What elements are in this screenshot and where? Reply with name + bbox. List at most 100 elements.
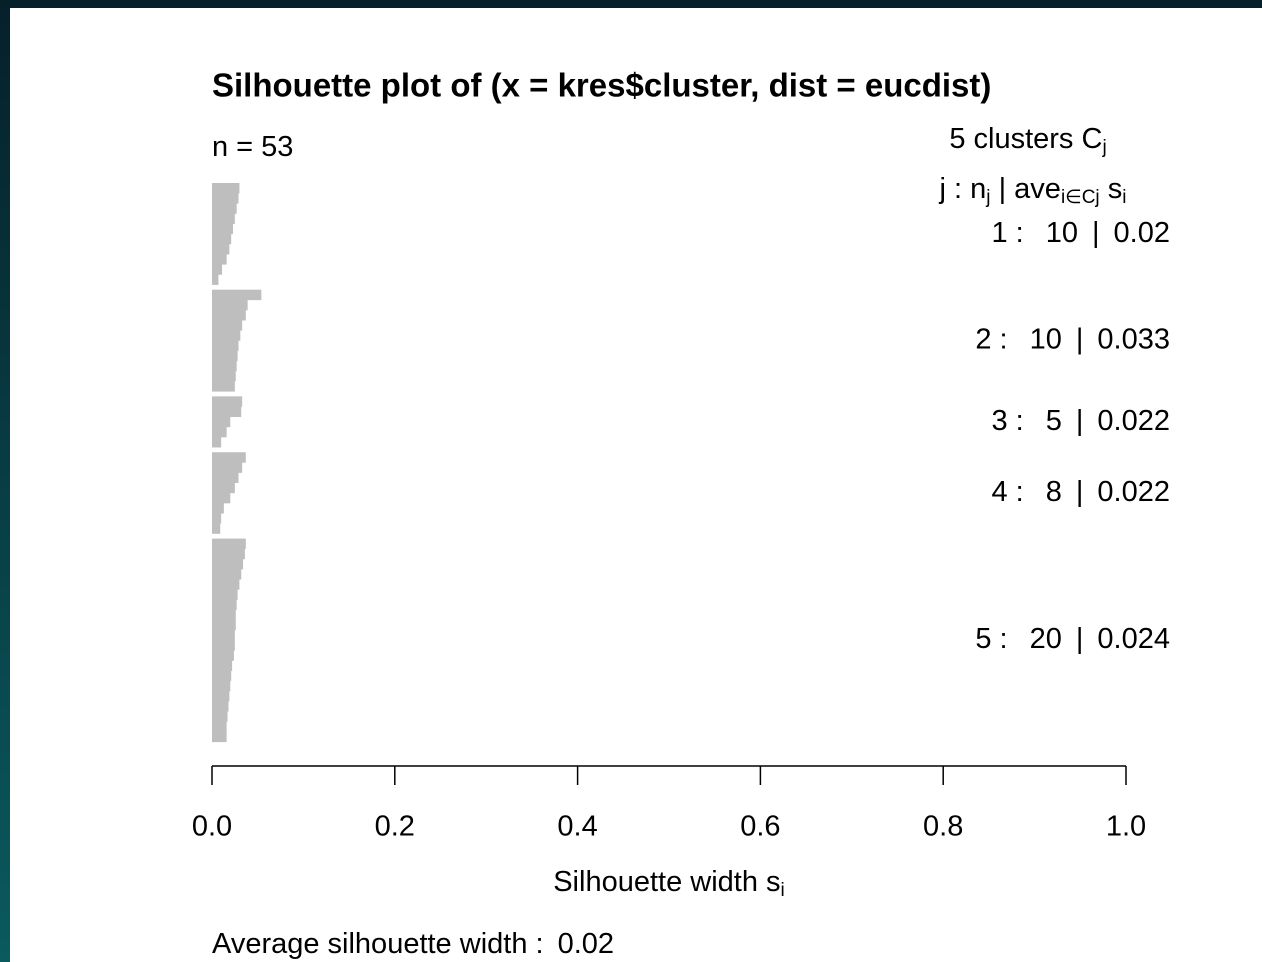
- cluster-row: 1:10 | 0.02: [992, 216, 1170, 248]
- cluster-row: 3:5 | 0.022: [992, 404, 1170, 436]
- n-label: n = 53: [212, 131, 293, 163]
- cluster-size: 20: [1030, 623, 1062, 655]
- cluster-average: 0.024: [1097, 623, 1170, 655]
- silhouette-bar: [212, 482, 235, 494]
- legend-header-part: j : n: [939, 173, 987, 205]
- separator: |: [1076, 623, 1084, 655]
- legend-title-subscript: j: [1101, 137, 1106, 158]
- silhouette-bar: [212, 462, 243, 473]
- silhouette-bar: [212, 538, 246, 550]
- silhouette-bar: [212, 396, 243, 407]
- silhouette-bar: [212, 274, 219, 285]
- silhouette-bar: [212, 548, 245, 560]
- x-axis-label-part: Silhouette width s: [553, 866, 780, 898]
- silhouette-bar: [212, 523, 221, 534]
- silhouette-bar: [212, 452, 246, 463]
- separator: |: [1076, 404, 1084, 436]
- x-tick-label: 0.6: [740, 811, 780, 843]
- cluster-average: 0.022: [1097, 404, 1170, 436]
- silhouette-bar: [212, 670, 232, 682]
- silhouette-bar: [212, 350, 238, 362]
- silhouette-bar: [212, 223, 234, 235]
- silhouette-bar: [212, 619, 236, 631]
- silhouette-bar: [212, 472, 239, 484]
- separator: |: [1092, 216, 1100, 248]
- silhouette-bar: [212, 701, 229, 712]
- silhouette-bar: [212, 691, 230, 702]
- silhouette-bar: [212, 406, 242, 417]
- silhouette-bar: [212, 426, 227, 438]
- silhouette-bar: [212, 589, 238, 600]
- silhouette-bar: [212, 330, 241, 341]
- cluster-id: 4: [992, 476, 1008, 508]
- footer-label: Average silhouette width :: [212, 928, 544, 960]
- legend-header: j : nj | avei∈Cj si: [939, 173, 1127, 208]
- separator: :: [1016, 476, 1024, 508]
- silhouette-bar: [212, 630, 235, 641]
- silhouette-bar: [212, 609, 236, 621]
- silhouette-bar: [212, 310, 246, 321]
- legend-header-part: s: [1100, 173, 1123, 205]
- silhouette-bar: [212, 289, 262, 301]
- silhouette-bar: [212, 579, 240, 590]
- cluster-size: 10: [1030, 323, 1062, 355]
- silhouette-bar: [212, 233, 232, 245]
- silhouette-bar: [212, 492, 231, 504]
- silhouette-bar: [212, 731, 227, 743]
- silhouette-bar: [212, 721, 227, 732]
- n-value: 53: [261, 131, 293, 163]
- silhouette-bar: [212, 340, 239, 351]
- x-tick-label: 0.4: [557, 811, 597, 843]
- footer: Average silhouette width : 0.02: [212, 928, 614, 960]
- cluster-size: 5: [1046, 404, 1062, 436]
- silhouette-bar: [212, 183, 240, 194]
- cluster-size: 8: [1046, 476, 1062, 508]
- silhouette-bar: [212, 437, 222, 448]
- silhouette-bar: [212, 503, 224, 514]
- silhouette-bar: [212, 711, 228, 722]
- cluster-average: 0.02: [1114, 216, 1170, 248]
- silhouette-bar: [212, 360, 237, 372]
- legend-title: 5 clusters Cj: [949, 123, 1106, 158]
- silhouette-bar: [212, 193, 239, 204]
- silhouette-bar: [212, 650, 234, 661]
- separator: |: [1076, 476, 1084, 508]
- legend-title-part: 5 clusters C: [949, 123, 1102, 155]
- silhouette-bar: [212, 254, 227, 265]
- silhouette-bar: [212, 513, 222, 524]
- silhouette-bar: [212, 660, 233, 671]
- silhouette-bar: [212, 416, 231, 428]
- footer-value: 0.02: [558, 928, 614, 960]
- x-tick-label: 0.0: [192, 811, 232, 843]
- cluster-id: 1: [992, 216, 1008, 248]
- cluster-id: 2: [975, 323, 991, 355]
- x-axis-label-subscript: i: [781, 880, 785, 901]
- silhouette-bar: [212, 599, 237, 611]
- chart-title: Silhouette plot of (x = kres$cluster, di…: [212, 67, 991, 104]
- legend-header-subscript: i∈Cj: [1061, 187, 1100, 208]
- legend-header-part: | ave: [991, 173, 1061, 205]
- silhouette-bar: [212, 558, 244, 570]
- separator: :: [1016, 404, 1024, 436]
- silhouette-bar: [212, 203, 237, 214]
- silhouette-bar: [212, 213, 235, 224]
- cluster-size: 10: [1046, 216, 1078, 248]
- separator: |: [1076, 323, 1084, 355]
- silhouette-bar: [212, 243, 230, 255]
- cluster-average: 0.022: [1097, 476, 1170, 508]
- separator: :: [1016, 216, 1024, 248]
- cluster-id: 3: [992, 404, 1008, 436]
- silhouette-bar: [212, 640, 235, 651]
- cluster-row: 5:20 | 0.024: [975, 623, 1170, 655]
- x-axis-label: Silhouette width si: [553, 866, 785, 901]
- legend-header-subscript: i: [1122, 187, 1126, 208]
- silhouette-bar: [212, 680, 231, 692]
- separator: :: [1000, 323, 1008, 355]
- x-tick-label: 0.2: [375, 811, 415, 843]
- cluster-average: 0.033: [1097, 323, 1170, 355]
- silhouette-bar: [212, 381, 235, 392]
- cluster-row: 2:10 | 0.033: [975, 323, 1170, 355]
- cluster-id: 5: [975, 623, 991, 655]
- x-tick-label: 1.0: [1106, 811, 1146, 843]
